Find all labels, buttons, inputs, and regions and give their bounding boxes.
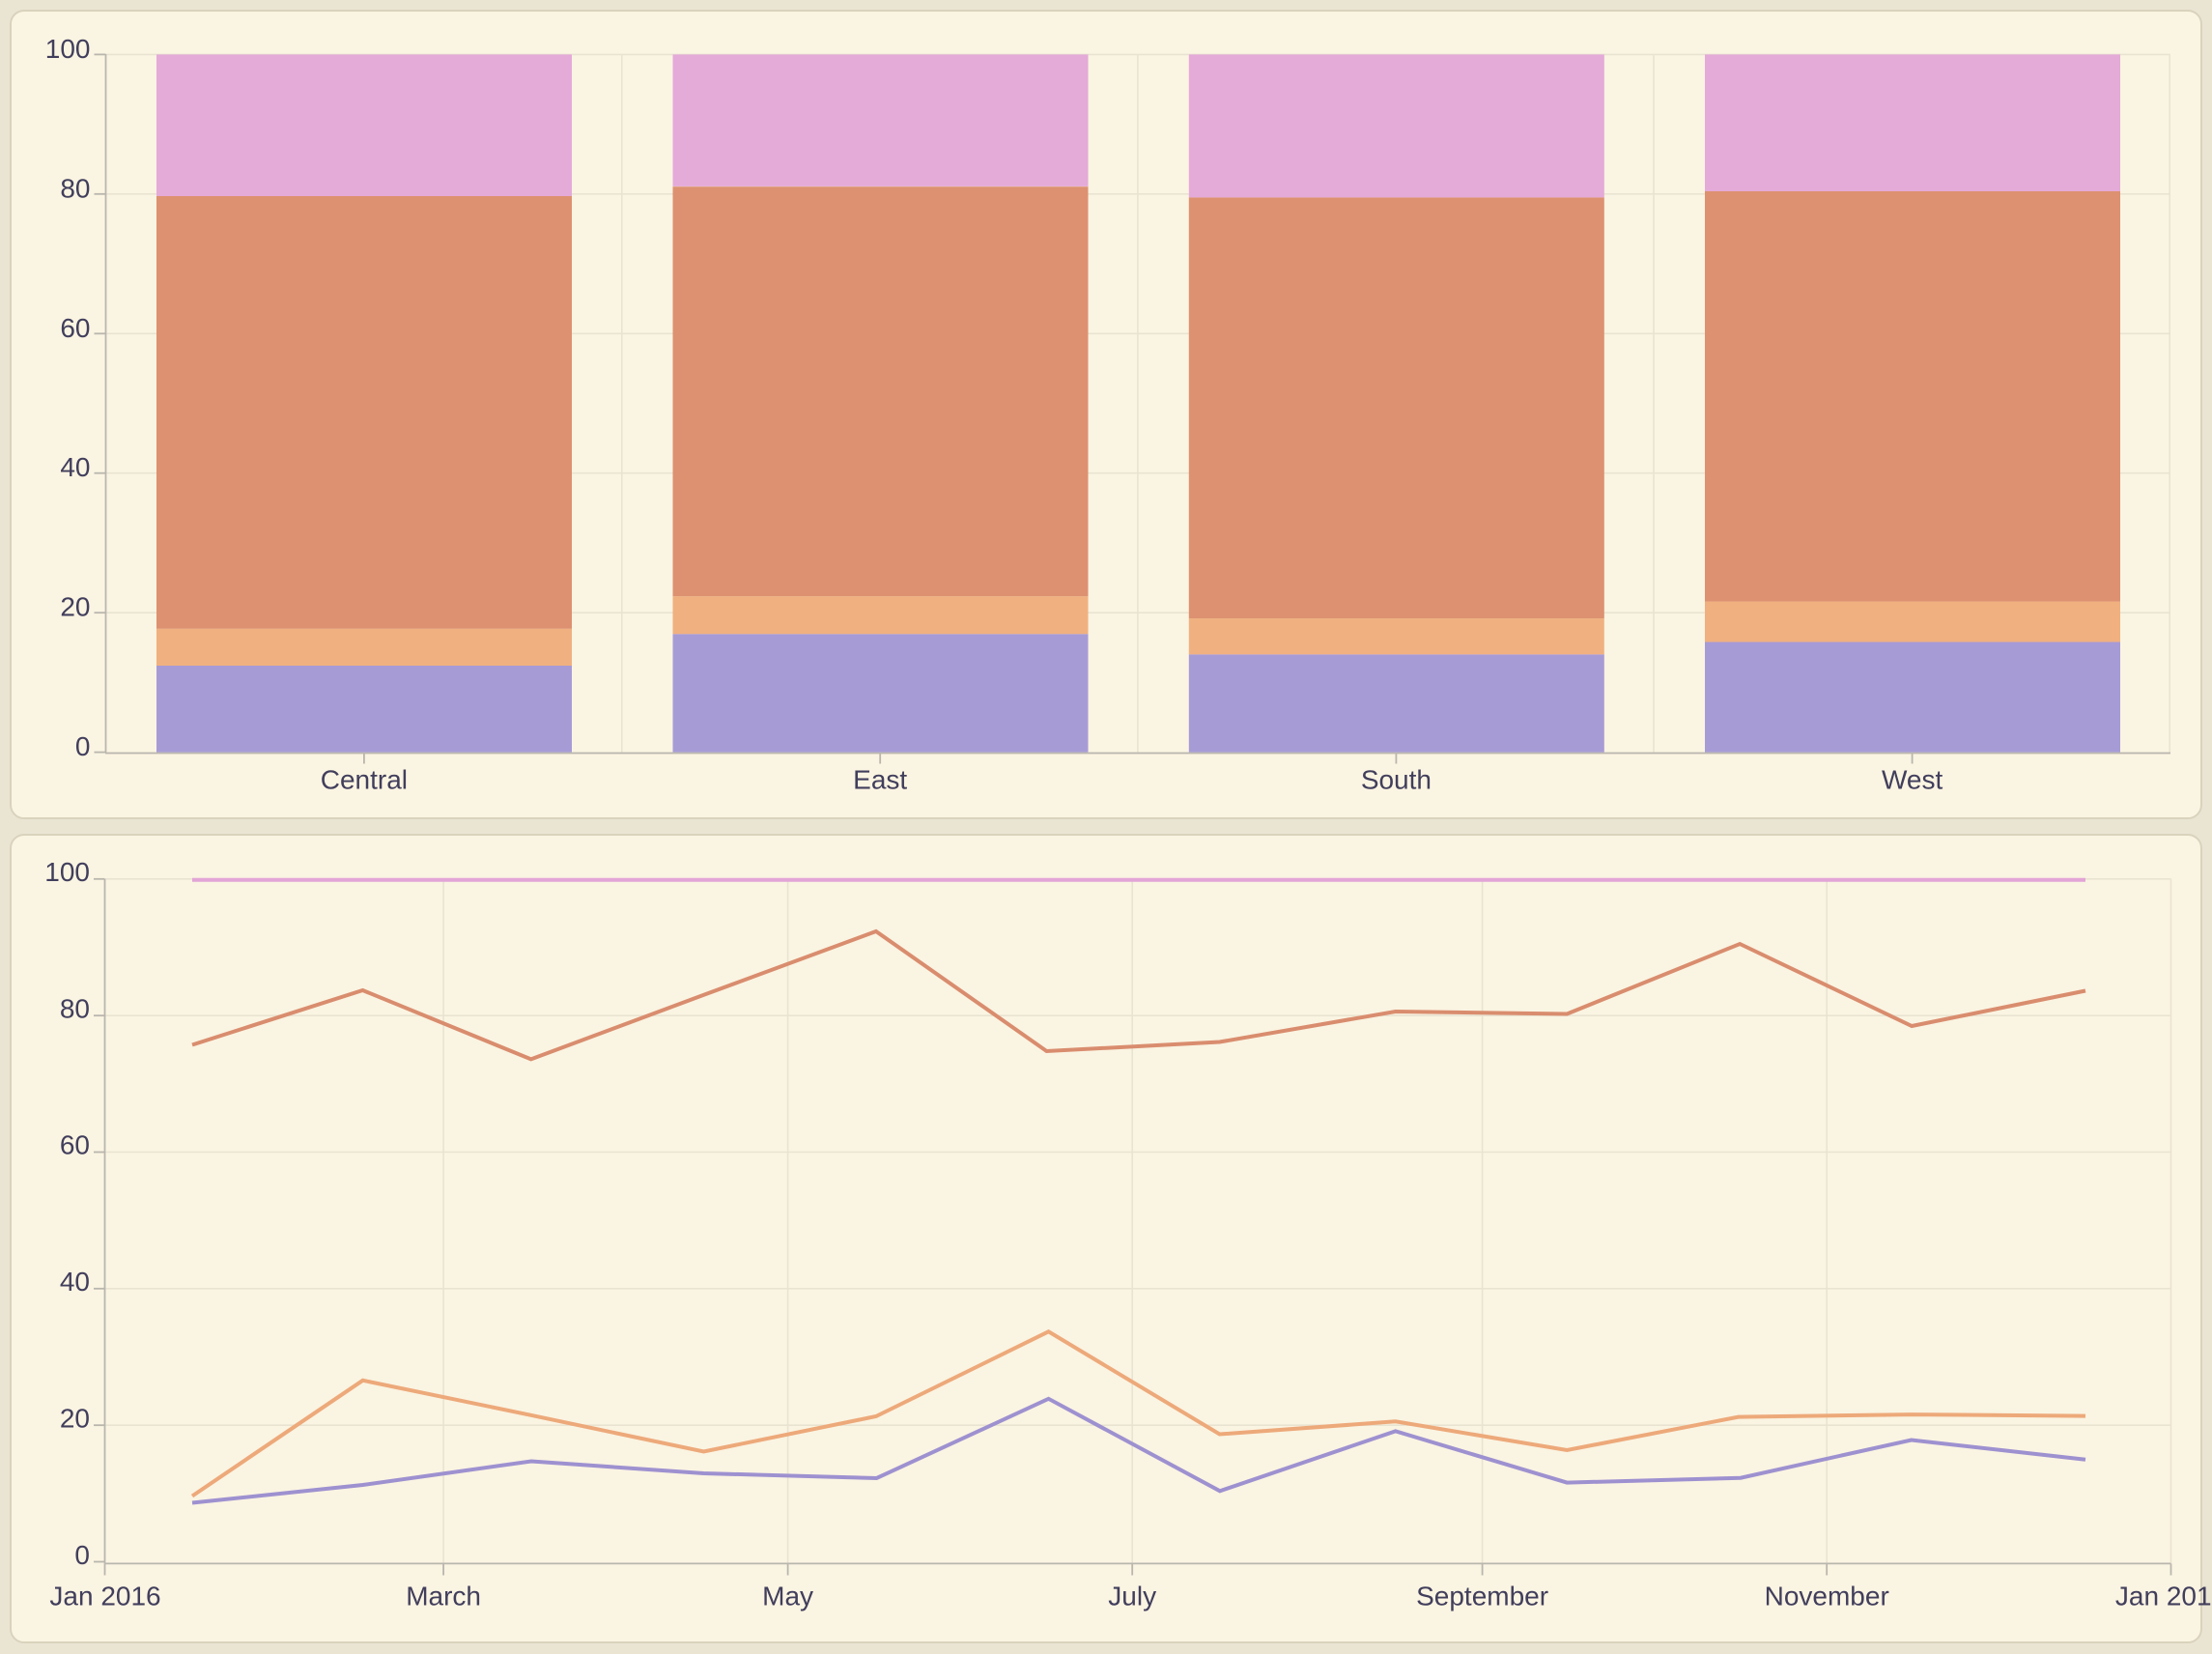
svg-text:100: 100 bbox=[44, 857, 90, 887]
svg-text:Central: Central bbox=[321, 765, 408, 795]
svg-text:July: July bbox=[1108, 1582, 1156, 1611]
svg-text:March: March bbox=[406, 1582, 481, 1611]
svg-text:Jan 2017: Jan 2017 bbox=[2115, 1582, 2212, 1611]
svg-text:40: 40 bbox=[60, 452, 90, 482]
svg-text:September: September bbox=[1416, 1582, 1548, 1611]
svg-text:East: East bbox=[853, 765, 907, 795]
svg-text:Jan 2016: Jan 2016 bbox=[49, 1582, 160, 1611]
svg-text:60: 60 bbox=[60, 313, 90, 343]
svg-text:100: 100 bbox=[45, 34, 91, 64]
svg-text:20: 20 bbox=[60, 1403, 90, 1433]
svg-text:0: 0 bbox=[75, 731, 91, 761]
svg-text:40: 40 bbox=[60, 1267, 90, 1297]
svg-text:May: May bbox=[762, 1582, 813, 1611]
svg-text:0: 0 bbox=[74, 1540, 90, 1570]
svg-text:80: 80 bbox=[60, 173, 90, 203]
svg-text:20: 20 bbox=[60, 592, 90, 622]
svg-text:60: 60 bbox=[60, 1130, 90, 1160]
svg-text:South: South bbox=[1361, 765, 1432, 795]
svg-text:80: 80 bbox=[60, 993, 90, 1023]
svg-text:West: West bbox=[1882, 765, 1943, 795]
svg-text:November: November bbox=[1765, 1582, 1889, 1611]
